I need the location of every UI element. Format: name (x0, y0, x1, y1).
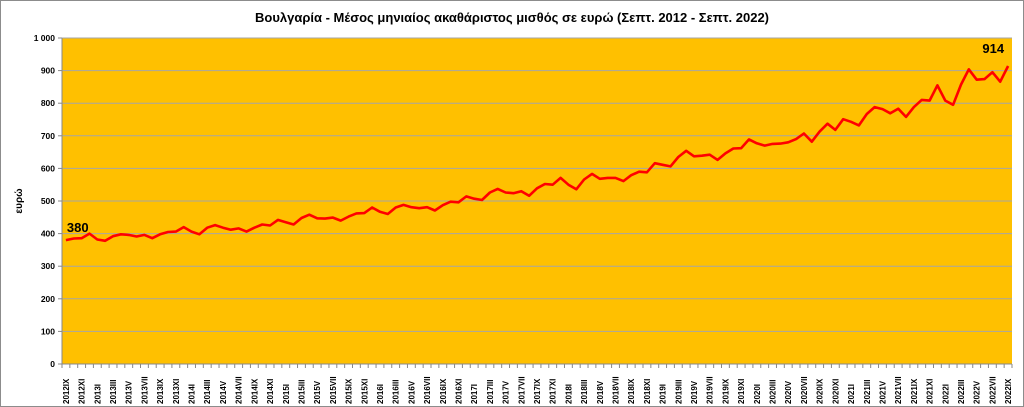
x-tick-label: 2020V (784, 380, 793, 404)
x-tick-label: 2013VII (140, 376, 149, 404)
y-tick-label: 500 (41, 196, 55, 206)
x-tick-label: 2017III (486, 380, 495, 404)
x-tick-label: 2018III (580, 380, 589, 404)
x-tick-label: 2014XI (266, 379, 275, 404)
x-tick-label: 2021IX (910, 378, 919, 404)
x-tick-label: 2016VII (423, 376, 432, 404)
x-tick-label: 2019III (674, 380, 683, 404)
x-tick-label: 2021V (878, 380, 887, 404)
x-tick-label: 2020VII (800, 376, 809, 404)
x-tick-label: 2019V (690, 380, 699, 404)
y-tick-label: 800 (41, 98, 55, 108)
x-tick-label: 2013XI (172, 379, 181, 404)
y-tick-label: 1 000 (34, 33, 56, 43)
x-tick-label: 2016I (376, 384, 385, 404)
x-tick-label: 2017IX (533, 378, 542, 404)
x-tick-label: 2013I (93, 384, 102, 404)
x-tick-label: 2019XI (737, 379, 746, 404)
x-tick-label: 2014I (188, 384, 197, 404)
x-tick-label: 2020I (753, 384, 762, 404)
x-tick-label: 2017I (470, 384, 479, 404)
x-tick-label: 2015VII (329, 376, 338, 404)
y-tick-label: 600 (41, 163, 55, 173)
x-tick-label: 2012XI (78, 379, 87, 404)
x-tick-label: 2013V (125, 380, 134, 404)
y-tick-label: 300 (41, 261, 55, 271)
x-tick-label: 2013III (109, 380, 118, 404)
x-tick-label: 2018I (564, 384, 573, 404)
x-tick-label: 2016V (407, 380, 416, 404)
x-tick-label: 2016IX (439, 378, 448, 404)
x-tick-label: 2014V (219, 380, 228, 404)
x-tick-label: 2020IX (816, 378, 825, 404)
x-tick-label: 2022I (941, 384, 950, 404)
x-tick-label: 2014III (203, 380, 212, 404)
x-tick-label: 2019IX (721, 378, 730, 404)
data-label: 914 (982, 41, 1004, 56)
x-tick-label: 2017VII (517, 376, 526, 404)
x-tick-label: 2017XI (549, 379, 558, 404)
x-tick-label: 2015I (282, 384, 291, 404)
x-tick-label: 2022VII (988, 376, 997, 404)
x-tick-label: 2021III (863, 380, 872, 404)
y-tick-label: 400 (41, 229, 55, 239)
x-tick-label: 2018IX (627, 378, 636, 404)
x-tick-label: 2022IX (1004, 378, 1013, 404)
x-tick-label: 2021XI (926, 379, 935, 404)
chart-title: Βουλγαρία - Μέσος μηνιαίος ακαθάριστος μ… (254, 10, 769, 25)
x-tick-label: 2016XI (454, 379, 463, 404)
y-axis-label: ευρώ (14, 188, 25, 214)
x-tick-label: 2015XI (360, 379, 369, 404)
x-tick-label: 2017V (502, 380, 511, 404)
x-tick-label: 2015V (313, 380, 322, 404)
y-tick-label: 700 (41, 131, 55, 141)
y-tick-label: 900 (41, 66, 55, 76)
x-tick-label: 2019I (659, 384, 668, 404)
x-tick-label: 2014IX (250, 378, 259, 404)
x-tick-label: 2013IX (156, 378, 165, 404)
x-tick-label: 2016III (392, 380, 401, 404)
y-tick-label: 0 (50, 359, 55, 369)
x-tick-label: 2021VII (894, 376, 903, 404)
data-label: 380 (67, 220, 89, 235)
x-tick-label: 2022III (957, 380, 966, 404)
x-tick-label: 2014VII (235, 376, 244, 404)
x-tick-label: 2015III (297, 380, 306, 404)
x-tick-label: 2018XI (643, 379, 652, 404)
x-tick-label: 2022V (973, 380, 982, 404)
x-tick-label: 2021I (847, 384, 856, 404)
x-tick-label: 2015IX (345, 378, 354, 404)
y-tick-label: 200 (41, 294, 55, 304)
x-tick-label: 2018VII (612, 376, 621, 404)
y-tick-label: 100 (41, 326, 55, 336)
x-tick-label: 2012IX (62, 378, 71, 404)
x-tick-label: 2018V (596, 380, 605, 404)
x-tick-label: 2020III (769, 380, 778, 404)
x-tick-label: 2020XI (831, 379, 840, 404)
x-tick-label: 2019VII (706, 376, 715, 404)
